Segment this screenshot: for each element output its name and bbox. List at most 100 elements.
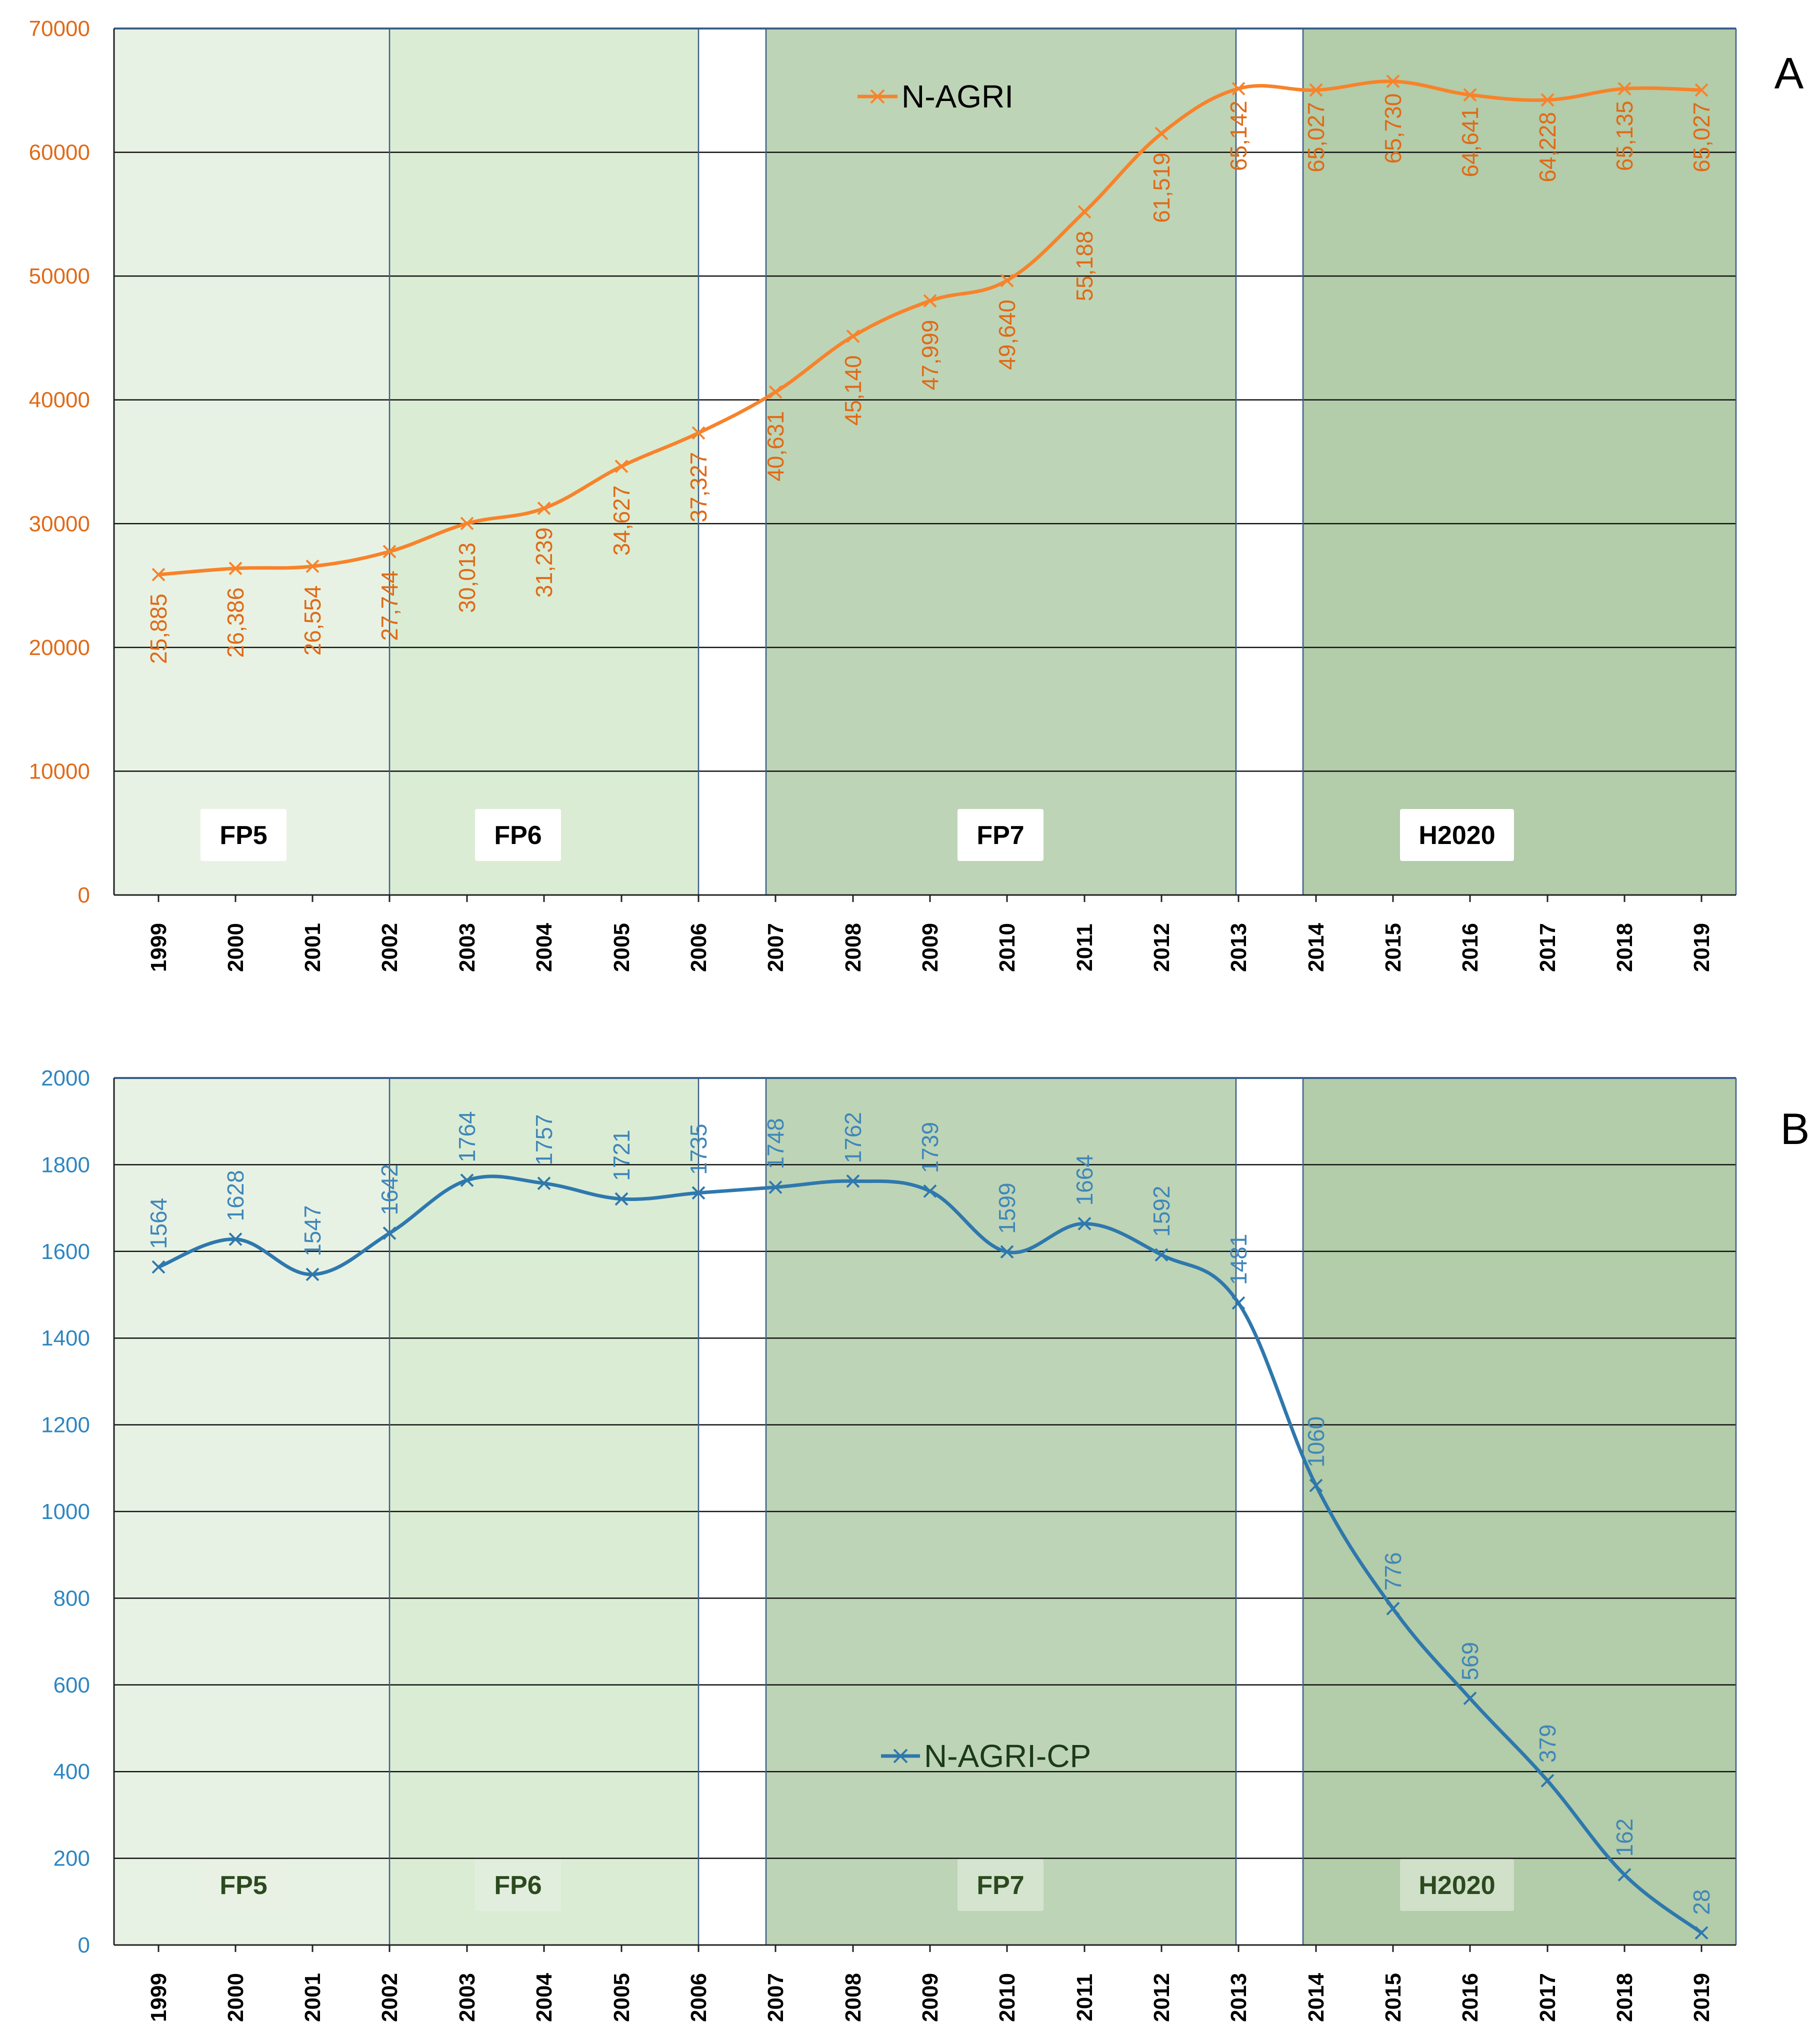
data-label: 1060 [1303,1416,1329,1468]
x-tick-label: 1999 [146,1973,171,2022]
data-label: 1564 [146,1198,172,1249]
data-point-marker [923,1184,937,1198]
data-point-marker [1540,93,1554,107]
data-point-marker [692,1186,706,1200]
data-label: 28 [1688,1890,1714,1915]
period-band-fp6 [390,28,698,895]
x-tick-label: 2010 [995,1973,1020,2022]
x-tick-label: 2005 [610,1973,634,2022]
data-point-marker [1309,83,1323,97]
y-tick-label: 1200 [41,1413,90,1438]
period-label-box [200,809,286,861]
period-label-box [958,1859,1044,1911]
data-point-marker [768,1180,782,1194]
y-tick-label: 70000 [29,16,90,41]
legend-marker [870,89,885,104]
data-label: 49,640 [994,300,1020,370]
data-point-marker [152,568,166,582]
period-label-box [200,1859,286,1911]
x-tick-label: 2002 [378,923,402,972]
y-tick-label: 0 [78,1933,90,1958]
x-tick-label: 2001 [300,923,325,972]
data-label: 64,641 [1457,107,1483,178]
data-point-marker [1232,1296,1246,1310]
data-label: 25,885 [146,594,172,664]
period-label-box [475,1859,561,1911]
data-label: 1762 [840,1112,866,1163]
x-tick-label: 2006 [686,1973,711,2022]
period-label-box [1400,809,1514,861]
y-tick-label: 1000 [41,1500,90,1524]
data-label: 1599 [994,1182,1020,1234]
data-label: 26,554 [300,586,326,656]
x-tick-label: 2009 [918,1973,942,2022]
data-label: 1764 [454,1111,480,1162]
y-tick-label: 800 [54,1586,90,1610]
y-tick-label: 1400 [41,1326,90,1350]
y-tick-label: 2000 [41,1066,90,1090]
period-label: H2020 [1418,1871,1495,1900]
data-point-marker [306,1268,320,1282]
data-label: 27,744 [376,570,402,641]
data-label: 1757 [531,1114,557,1165]
x-tick-label: 2012 [1150,1973,1174,2022]
data-point-marker [614,460,628,474]
data-label: 162 [1612,1818,1638,1857]
y-tick-label: 10000 [29,759,90,784]
x-tick-label: 2009 [918,923,942,972]
data-label: 1628 [222,1170,248,1221]
y-tick-label: 20000 [29,636,90,660]
period-label: FP5 [220,1871,267,1900]
data-point-marker [1000,274,1014,288]
data-label: 1481 [1226,1234,1252,1285]
x-tick-label: 2005 [610,923,634,972]
data-label: 569 [1457,1642,1483,1680]
x-tick-label: 2014 [1304,923,1328,972]
x-tick-label: 2016 [1458,923,1482,972]
period-band-fp5 [114,28,390,895]
x-tick-label: 2019 [1690,923,1714,972]
data-point-marker [1386,1602,1400,1616]
period-label: FP6 [494,1871,542,1900]
data-label: 37,327 [686,452,712,522]
data-label: 65,027 [1688,102,1714,172]
data-point-marker [1309,1478,1323,1492]
data-point-marker [228,1232,242,1246]
data-label: 55,188 [1072,231,1098,302]
series-line [158,1174,1703,1934]
y-tick-label: 200 [54,1846,90,1871]
period-band-h2020 [1303,28,1736,895]
data-label: 1664 [1072,1154,1098,1206]
y-tick-label: 400 [54,1760,90,1784]
data-point-marker [382,1226,396,1240]
panel-a-chart: 0 10000 20000 30000 40000 50000 60000 70000 1999… [29,16,1804,972]
data-label: 61,519 [1148,152,1174,223]
data-label: 31,239 [531,528,557,598]
data-point-marker [1540,1774,1554,1788]
period-label: H2020 [1418,821,1495,850]
data-label: 776 [1380,1552,1406,1590]
data-label: 64,228 [1534,112,1560,182]
x-tick-label: 2007 [764,923,788,972]
x-tick-label: 2010 [995,923,1020,972]
x-tick-label: 2018 [1612,1973,1637,2022]
y-tick-label: 600 [54,1673,90,1698]
data-label: 65,730 [1380,94,1406,164]
data-label: 45,140 [840,356,866,426]
data-label: 30,013 [454,542,480,613]
data-point-marker [1463,1692,1477,1706]
panel-b-chart: 0 200 400 600 800 1000 1200 1400 1600 1800 2000 199… [41,1066,1810,2022]
x-tick-label: 2008 [841,1973,866,2022]
data-point-marker [1154,1248,1168,1262]
data-point-marker [306,560,320,574]
x-tick-label: 2016 [1458,1973,1482,2022]
data-point-marker [692,426,706,440]
data-point-marker [537,1176,551,1190]
x-tick-label: 2000 [224,1973,248,2022]
y-tick-label: 40000 [29,388,90,412]
x-tick-label: 2003 [455,1973,480,2022]
data-label: 1642 [376,1164,402,1215]
data-point-marker [614,1192,628,1206]
data-label: 1735 [686,1124,712,1174]
data-point-marker [152,1260,166,1274]
